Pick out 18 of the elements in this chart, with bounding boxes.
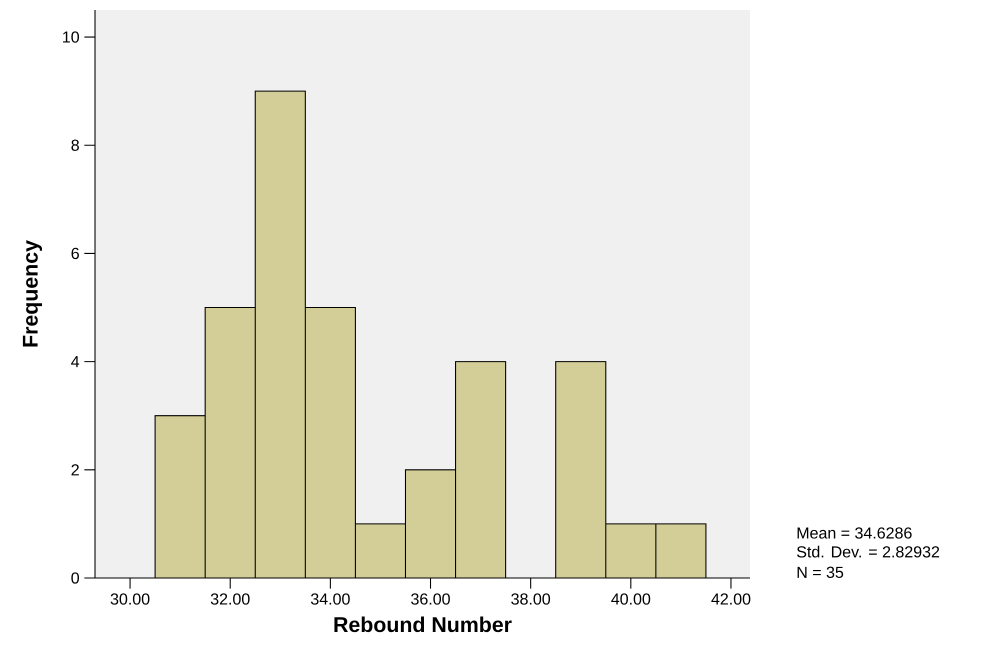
text: N = 35: [798, 566, 844, 578]
text: Std. Dev. = 2.82932: [797, 546, 940, 558]
x-axis-title: Rebound Number: [334, 616, 512, 632]
y-tick-label: 6: [72, 248, 79, 260]
text: Mean = 34.6286: [798, 527, 912, 539]
y-tick-label: 0: [71, 572, 80, 584]
x-tick-label: 34.00: [310, 593, 350, 605]
y-tick-label: 8: [71, 140, 79, 151]
y-tick-label: 10: [63, 31, 80, 43]
x-tick-label: 38.00: [511, 593, 550, 605]
y-tick-label: 4: [71, 356, 80, 368]
y-tick-label: 2: [72, 464, 79, 476]
y-axis-title: Frequency: [22, 240, 42, 347]
x-tick-label: 30.00: [110, 593, 150, 605]
x-tick-label: 40.00: [611, 593, 650, 605]
x-tick-label: 32.00: [210, 593, 250, 605]
x-tick-label: 36.00: [411, 593, 450, 605]
x-tick-label: 42.00: [711, 593, 750, 605]
